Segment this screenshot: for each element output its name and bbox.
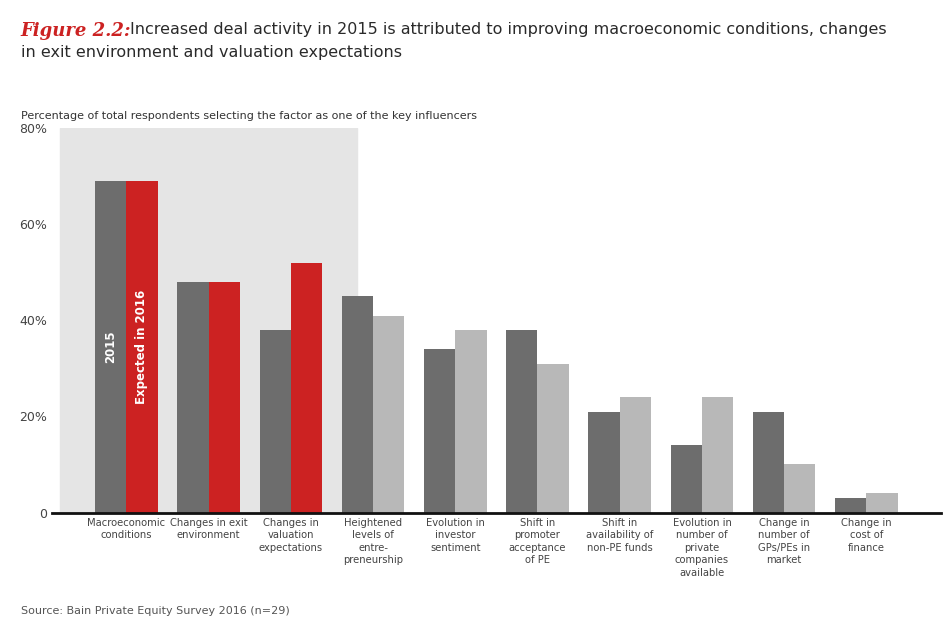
Bar: [835, 498, 866, 512]
Bar: [671, 445, 702, 512]
Bar: [702, 398, 733, 512]
Bar: [208, 282, 239, 512]
Bar: [259, 330, 291, 512]
Bar: [538, 364, 569, 512]
Bar: [291, 262, 322, 512]
Bar: [373, 316, 405, 512]
Bar: [455, 330, 486, 512]
Bar: [178, 282, 208, 512]
Bar: [95, 181, 126, 512]
Text: 2015: 2015: [104, 331, 117, 363]
Text: Source: Bain Private Equity Survey 2016 (n=29): Source: Bain Private Equity Survey 2016 …: [21, 606, 290, 616]
Text: Increased deal activity in 2015 is attributed to improving macroeconomic conditi: Increased deal activity in 2015 is attri…: [130, 22, 886, 37]
Text: Percentage of total respondents selecting the factor as one of the key influence: Percentage of total respondents selectin…: [21, 111, 477, 121]
Bar: [588, 412, 619, 512]
Text: Figure 2.2:: Figure 2.2:: [21, 22, 131, 40]
Bar: [506, 330, 538, 512]
Bar: [342, 296, 373, 512]
Bar: [866, 493, 898, 512]
Bar: [61, 128, 356, 512]
Bar: [424, 349, 455, 512]
Text: in exit environment and valuation expectations: in exit environment and valuation expect…: [21, 45, 402, 60]
Text: Expected in 2016: Expected in 2016: [136, 289, 148, 404]
Text: What were the reasons for change in deal activity (number and value of deals) in: What were the reasons for change in deal…: [28, 83, 792, 93]
Bar: [785, 464, 815, 512]
Bar: [619, 398, 651, 512]
Bar: [753, 412, 785, 512]
Bar: [126, 181, 158, 512]
